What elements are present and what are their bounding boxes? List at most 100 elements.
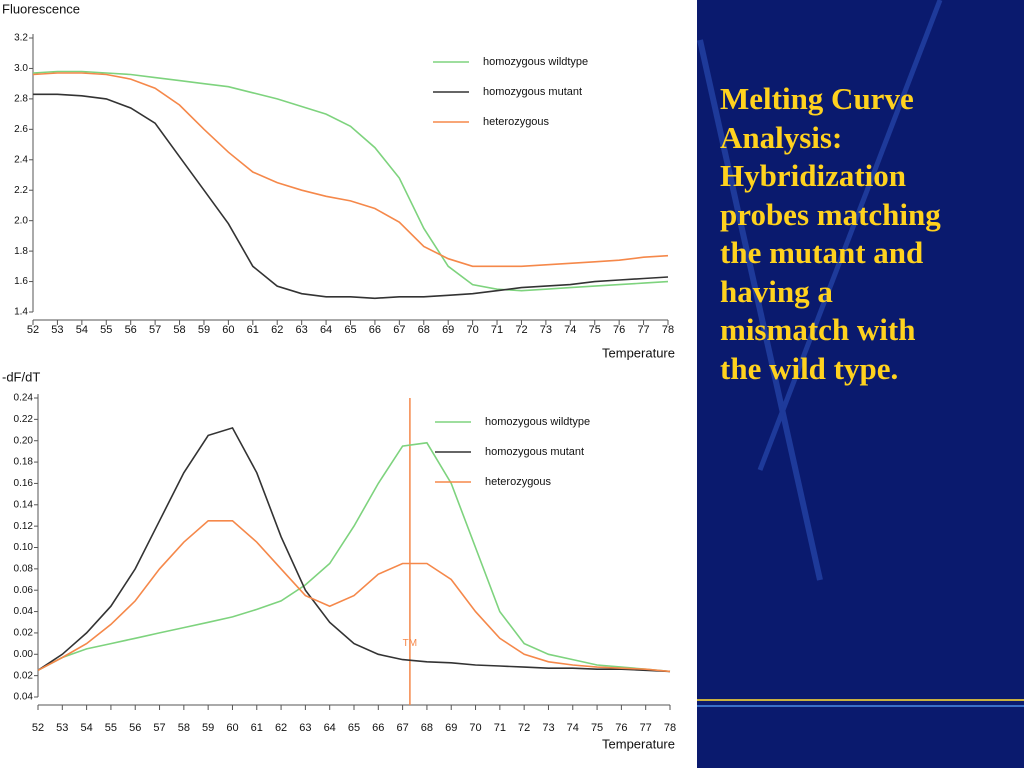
x-tick-label: 69 <box>442 324 454 336</box>
y-tick-label: 0.16 <box>14 478 34 489</box>
x-tick-label: 64 <box>320 324 332 336</box>
y-tick-label: 0.24 <box>14 393 34 404</box>
series-line <box>33 93 669 300</box>
decor-line <box>757 0 943 471</box>
x-tick-label: 67 <box>393 324 405 336</box>
series-line <box>32 72 669 268</box>
x-tick-label: 73 <box>540 324 552 336</box>
y-tick-label: 0.10 <box>14 542 34 553</box>
x-tick-label: 59 <box>202 722 214 734</box>
charts: 1.4 1.6 1.8 2.0 2.2 2.4 2.6 2.8 3.0 3.2 52 53 54 55 56… <box>2 1 676 751</box>
x-tick-label: 57 <box>153 722 165 734</box>
slide-text-line: Analysis: <box>720 119 843 155</box>
slide-text-line: the wild type. <box>720 350 899 386</box>
slide-text-line: Melting Curve <box>720 81 914 116</box>
y-tick-label: 0.22 <box>14 414 34 425</box>
x-tick-label: 68 <box>421 722 433 734</box>
x-tick-label: 67 <box>396 722 408 734</box>
decor-line <box>697 39 823 581</box>
x-tick-label: 53 <box>51 324 63 336</box>
y-tick-label: 2.2 <box>14 185 28 196</box>
x-tick-label: 72 <box>518 722 530 734</box>
x-tick-label: 78 <box>662 324 674 336</box>
y-tick-label: 1.4 <box>14 307 28 318</box>
slide-text-line: probes matching <box>720 196 941 232</box>
y-axis-label: -dF/dT <box>2 369 40 384</box>
y-tick-label: 0.18 <box>14 457 34 468</box>
legend-label: homozygous mutant <box>485 446 584 458</box>
x-tick-label: 72 <box>515 324 527 336</box>
x-tick-label: 65 <box>348 722 360 734</box>
x-tick-label: 70 <box>466 324 478 336</box>
x-tick-label: 54 <box>76 324 88 336</box>
x-tick-label: 74 <box>567 722 579 734</box>
x-axis-label: Temperature <box>602 736 675 751</box>
y-tick-label: 0.04 <box>14 692 34 703</box>
y-tick-label: 3.2 <box>14 33 28 44</box>
y-tick-label: 0.14 <box>14 499 34 510</box>
x-tick-label: 65 <box>344 324 356 336</box>
x-tick-label: 78 <box>664 722 676 734</box>
x-tick-label: 75 <box>591 722 603 734</box>
slide-text: Melting Curve Analysis: Hybridization probe… <box>720 80 941 388</box>
series-line <box>37 426 671 673</box>
x-tick-label: 59 <box>198 324 210 336</box>
x-tick-label: 62 <box>275 722 287 734</box>
legend-label: heterozygous <box>483 116 550 128</box>
x-tick-label: 74 <box>564 324 576 336</box>
x-tick-label: 52 <box>27 324 39 336</box>
y-tick-label: 1.8 <box>14 246 28 257</box>
slide-text-line: the mutant and <box>720 235 924 270</box>
x-tick-label: 56 <box>125 324 137 336</box>
x-tick-label: 77 <box>637 324 649 336</box>
x-tick-label: 64 <box>324 722 336 734</box>
x-tick-label: 76 <box>613 324 625 336</box>
slide-text-line: mismatch with <box>720 312 916 347</box>
annotation-label: TM <box>403 638 417 649</box>
x-tick-label: 71 <box>494 722 506 734</box>
x-tick-label: 62 <box>271 324 283 336</box>
y-tick-label: 3.0 <box>14 63 28 74</box>
x-tick-label: 66 <box>369 324 381 336</box>
x-tick-label: 63 <box>296 324 308 336</box>
legend-label: homozygous mutant <box>483 86 582 98</box>
y-tick-label: 2.8 <box>14 94 28 105</box>
y-tick-label: 0.04 <box>14 606 34 617</box>
x-tick-label: 53 <box>56 722 68 734</box>
x-tick-label: 60 <box>222 324 234 336</box>
y-tick-label: 0.02 <box>14 628 34 639</box>
x-tick-label: 63 <box>299 722 311 734</box>
y-tick-label: 2.0 <box>14 215 28 226</box>
y-tick-label: 2.6 <box>14 124 28 135</box>
legend-label: homozygous wildtype <box>483 56 588 68</box>
slide-text-line: Hybridization <box>720 158 907 193</box>
x-tick-label: 71 <box>491 324 503 336</box>
series-line <box>37 520 671 673</box>
y-tick-label: 0.08 <box>14 563 34 574</box>
x-tick-label: 77 <box>640 722 652 734</box>
x-tick-label: 73 <box>542 722 554 734</box>
x-tick-label: 75 <box>589 324 601 336</box>
x-tick-label: 58 <box>173 324 185 336</box>
x-tick-label: 60 <box>226 722 238 734</box>
x-tick-label: 66 <box>372 722 384 734</box>
x-tick-label: 54 <box>80 722 92 734</box>
chart-panel <box>0 0 697 768</box>
y-tick-label: 1.6 <box>14 276 28 287</box>
y-tick-label: 0.12 <box>14 521 34 532</box>
x-tick-label: 68 <box>418 324 430 336</box>
y-tick-label: 0.06 <box>14 585 34 596</box>
x-tick-label: 55 <box>100 324 112 336</box>
x-tick-label: 58 <box>178 722 190 734</box>
y-tick-label: 0.02 <box>14 670 34 681</box>
x-axis-label: Temperature <box>602 345 675 360</box>
x-tick-label: 70 <box>469 722 481 734</box>
series-line <box>32 70 669 292</box>
x-tick-label: 61 <box>251 722 263 734</box>
series-line <box>37 441 671 673</box>
y-axis-label: Fluorescence <box>2 1 80 16</box>
y-tick-label: 0.00 <box>14 649 34 660</box>
x-tick-label: 69 <box>445 722 457 734</box>
